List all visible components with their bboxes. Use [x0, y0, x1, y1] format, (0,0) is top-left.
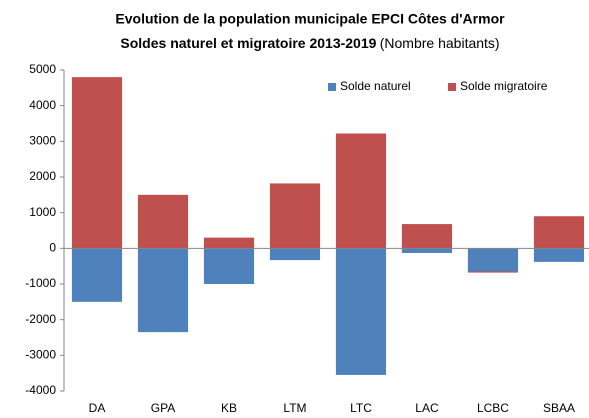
x-tick-label: DA [89, 401, 106, 415]
x-tick-label: SBAA [543, 401, 575, 415]
bar [137, 248, 189, 333]
bar [71, 77, 123, 249]
bar [335, 248, 387, 375]
y-tick-label: 3000 [29, 134, 56, 148]
chart-subtitle: Soldes naturel et migratoire 2013-2019 [120, 35, 376, 51]
y-tick-label: -4000 [25, 383, 56, 397]
bar [467, 271, 519, 273]
x-tick-label: LCBC [477, 401, 509, 415]
bar [71, 248, 123, 302]
bar [269, 183, 321, 249]
bar [137, 194, 189, 249]
x-tick-label: LAC [415, 401, 439, 415]
chart-title: Evolution de la population municipale EP… [115, 11, 505, 27]
chart-subtitle-note: (Nombre habitants) [380, 35, 500, 51]
y-tick-label: 1000 [29, 205, 56, 219]
legend-label: Solde naturel [340, 79, 411, 93]
y-tick-label: -1000 [25, 276, 56, 290]
x-tick-label: GPA [151, 401, 175, 415]
legend-swatch [328, 83, 336, 91]
y-tick-label: 0 [49, 241, 56, 255]
y-tick-label: 2000 [29, 169, 56, 183]
bar [335, 133, 387, 249]
x-tick-label: KB [221, 401, 237, 415]
y-tick-label: -2000 [25, 312, 56, 326]
bar [401, 224, 453, 249]
bar [533, 216, 585, 249]
y-tick-label: -3000 [25, 348, 56, 362]
bar [203, 248, 255, 284]
y-tick-label: 5000 [29, 62, 56, 76]
bar [269, 248, 321, 261]
bar [203, 237, 255, 249]
legend-label: Solde migratoire [460, 79, 548, 93]
legend-swatch [448, 83, 456, 91]
bar [533, 248, 585, 262]
chart-subtitle-line: Soldes naturel et migratoire 2013-2019 (… [120, 35, 499, 51]
x-tick-label: LTM [283, 401, 306, 415]
x-tick-label: LTC [350, 401, 372, 415]
bar [401, 248, 453, 253]
bar [467, 248, 519, 272]
y-tick-label: 4000 [29, 98, 56, 112]
